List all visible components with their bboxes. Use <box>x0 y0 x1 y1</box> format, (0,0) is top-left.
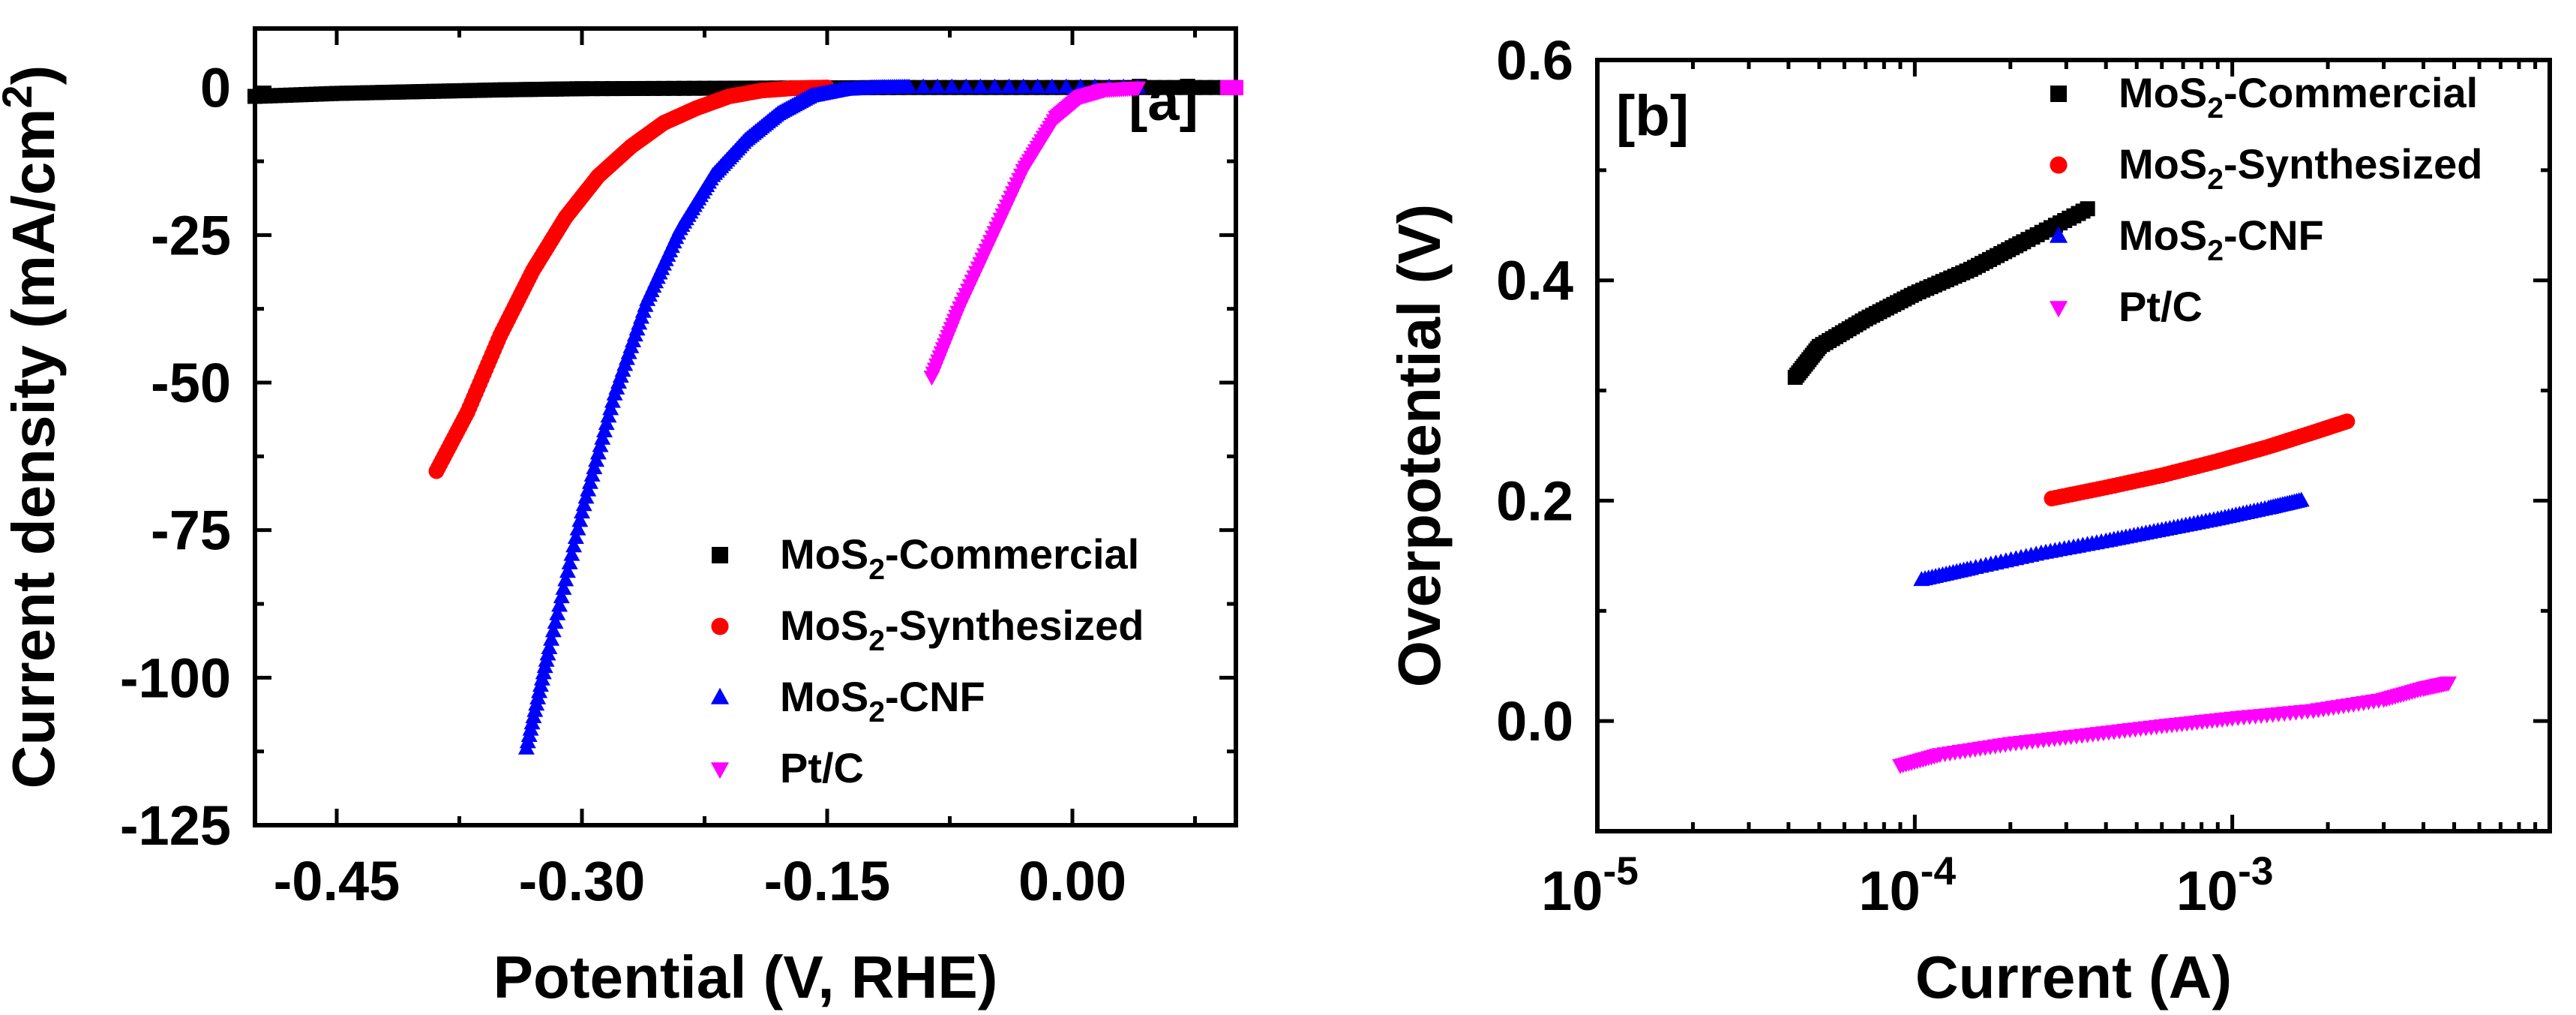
legend-marker <box>710 762 730 779</box>
data-point <box>565 537 583 553</box>
x-tick-label: 0.00 <box>1018 850 1126 912</box>
data-point <box>901 78 917 94</box>
data-point <box>2080 201 2095 217</box>
x-axis-label: Potential (V, RHE) <box>493 944 998 1010</box>
y-tick-label: -125 <box>120 794 231 857</box>
legend-marker <box>712 547 728 563</box>
data-point <box>1057 78 1075 94</box>
data-point <box>929 78 946 94</box>
data-point <box>958 78 975 94</box>
legend-marker <box>711 617 729 635</box>
data-point <box>2293 491 2310 507</box>
y-axis-label: Current density (mA/cm2) <box>0 65 67 789</box>
chart-panel-b: 10-5 10-4 10-3 0.0 0.2 0.4 0.6 Current (A) Overp… <box>1386 29 2552 1010</box>
data-point <box>915 78 932 94</box>
legend-label-mos2-cnf: MoS2-CNF <box>2119 212 2324 267</box>
legend-label-mos2-synthesized: MoS2-Synthesized <box>2119 140 2482 196</box>
y-tick-label: 0.0 <box>1496 690 1573 752</box>
legend-label-mos2-commercial: MoS2-Commercial <box>780 530 1139 586</box>
data-point <box>1029 78 1046 94</box>
data-point <box>1015 78 1032 94</box>
y-tick-label: 0 <box>200 57 231 119</box>
y-tick-label: 0.4 <box>1496 250 1573 312</box>
series-mos2-synthesized <box>2044 413 2356 506</box>
data-point <box>553 588 570 604</box>
legend: MoS2-Commercial MoS2-Synthesized MoS2-CNF P… <box>2049 69 2482 330</box>
data-point <box>559 563 576 578</box>
series-mos2-cnf <box>1913 491 2310 587</box>
x-tick-label: -0.15 <box>764 850 891 912</box>
plot-frame <box>1595 58 2552 833</box>
legend-label-mos2-commercial: MoS2-Commercial <box>2119 69 2478 125</box>
y-axis-label: Overpotential (V) <box>1386 204 1453 688</box>
data-point <box>2339 413 2356 430</box>
y-tick-label: -100 <box>120 647 231 709</box>
series-mos2-commercial <box>1787 201 2095 385</box>
data-point <box>549 605 566 620</box>
legend-label-mos2-synthesized: MoS2-Synthesized <box>780 602 1144 657</box>
data-point <box>1000 78 1018 94</box>
y-tick-label: -25 <box>151 204 231 266</box>
data-point <box>1043 78 1060 94</box>
data-point <box>569 520 586 536</box>
y-tick-label: 0.6 <box>1496 29 1573 92</box>
data-point <box>544 622 562 638</box>
data-point <box>561 554 578 569</box>
series-pt-c <box>923 81 1147 386</box>
series-pt-c <box>1891 676 2458 774</box>
data-point <box>1228 80 1243 95</box>
data-point <box>1129 81 1147 97</box>
x-tick-label: 10-4 <box>1858 849 1956 922</box>
data-point <box>571 512 589 527</box>
data-point <box>541 639 558 654</box>
legend-marker <box>2050 86 2067 102</box>
x-axis-label: Current (A) <box>1915 944 2232 1010</box>
x-tick-label: 10-5 <box>1541 849 1639 922</box>
y-tick-label: -50 <box>151 352 231 414</box>
data-point <box>943 78 961 94</box>
panel-label: [b] <box>1616 84 1689 148</box>
legend-marker <box>2050 156 2068 174</box>
data-point <box>567 528 584 544</box>
x-tick-label: 10-3 <box>2176 849 2274 922</box>
legend-label-pt-c: Pt/C <box>780 744 864 791</box>
legend-label-pt-c: Pt/C <box>2119 283 2203 330</box>
chart-panel-a: -0.45 -0.30 -0.15 0.00 0 -25 -50 -75 -100 -125 Pot… <box>0 26 1243 1010</box>
data-point <box>972 78 989 94</box>
series-pt-c-end <box>1220 80 1243 95</box>
series-mos2-cnf <box>517 78 1147 755</box>
y-tick-label: 0.2 <box>1496 470 1573 532</box>
data-point <box>551 596 568 612</box>
legend-marker <box>710 687 730 704</box>
data-point <box>557 571 574 587</box>
x-tick-label: -0.30 <box>519 850 646 912</box>
data-point <box>555 579 572 595</box>
panel-label: [a] <box>1129 69 1198 133</box>
y-tick-label: -75 <box>151 500 231 562</box>
legend-marker <box>2049 226 2068 243</box>
plot-frame <box>253 26 1238 827</box>
data-point <box>2440 676 2458 692</box>
series-mos2-synthesized <box>428 80 835 479</box>
data-point <box>986 78 1003 94</box>
x-tick-label: -0.45 <box>274 850 400 912</box>
legend: MoS2-Commercial MoS2-Synthesized MoS2-CNF P… <box>710 530 1144 791</box>
legend-label-mos2-cnf: MoS2-CNF <box>780 673 985 728</box>
data-point <box>543 630 560 646</box>
data-point <box>547 614 564 629</box>
data-point <box>563 545 580 561</box>
legend-marker <box>2049 301 2068 318</box>
